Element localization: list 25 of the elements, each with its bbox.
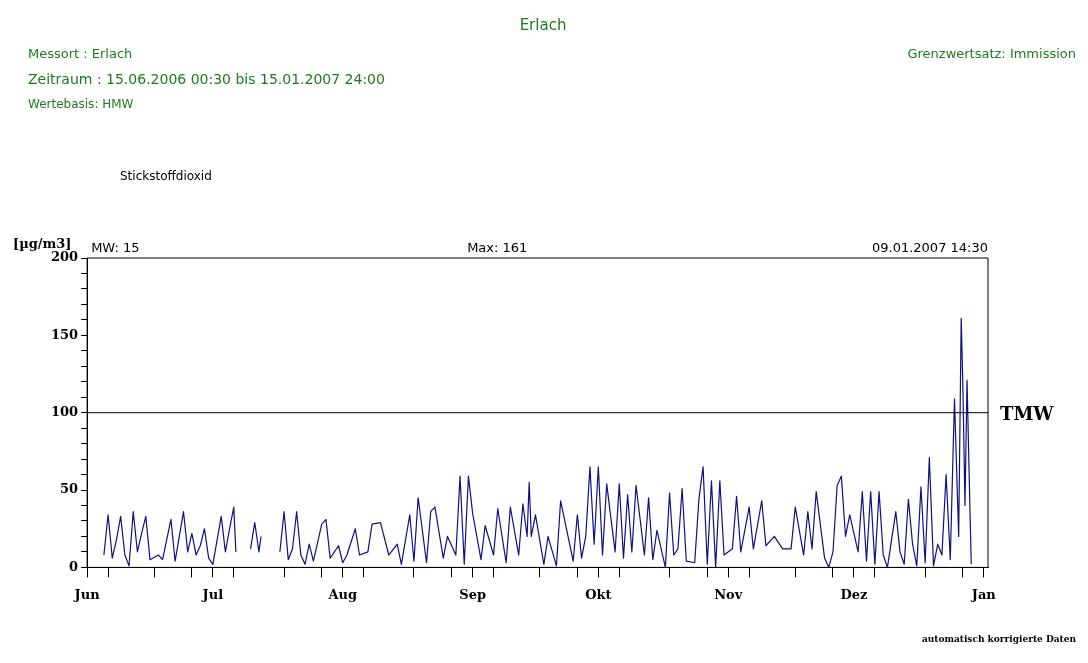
ref-line-label: TMW	[1000, 403, 1055, 425]
y-tick-label: 100	[51, 404, 79, 420]
text: automatisch korrigierte Daten	[921, 634, 1077, 644]
text: Max: 161	[467, 240, 528, 255]
x-tick-label: Jun	[73, 586, 101, 602]
x-tick-label: Nov	[714, 586, 743, 602]
text: Grenzwertsatz: Immission	[907, 46, 1076, 61]
chart-title: Erlach	[519, 16, 567, 34]
x-tick-label: Dez	[840, 586, 868, 602]
x-tick-label: Sep	[459, 586, 486, 602]
y-tick-label: 150	[51, 326, 79, 342]
y-tick-label: 50	[60, 481, 79, 497]
text: Stickstoffdioxid	[120, 169, 212, 183]
text: MW: 15	[91, 240, 140, 255]
x-tick-label: Jan	[970, 586, 997, 602]
text: Zeitraum : 15.06.2006 00:30 bis 15.01.2007 24:00	[28, 71, 385, 87]
x-tick-label: Aug	[327, 586, 358, 602]
y-tick-label: 0	[69, 558, 79, 574]
text: Messort : Erlach	[28, 46, 133, 61]
text: Wertebasis: HMW	[28, 97, 134, 111]
y-tick-label: 200	[51, 249, 79, 265]
x-tick-label: Jul	[201, 586, 224, 602]
y-axis-title: [µg/m3]	[13, 236, 72, 251]
text: 09.01.2007 14:30	[871, 240, 988, 255]
x-tick-label: Okt	[585, 586, 612, 602]
